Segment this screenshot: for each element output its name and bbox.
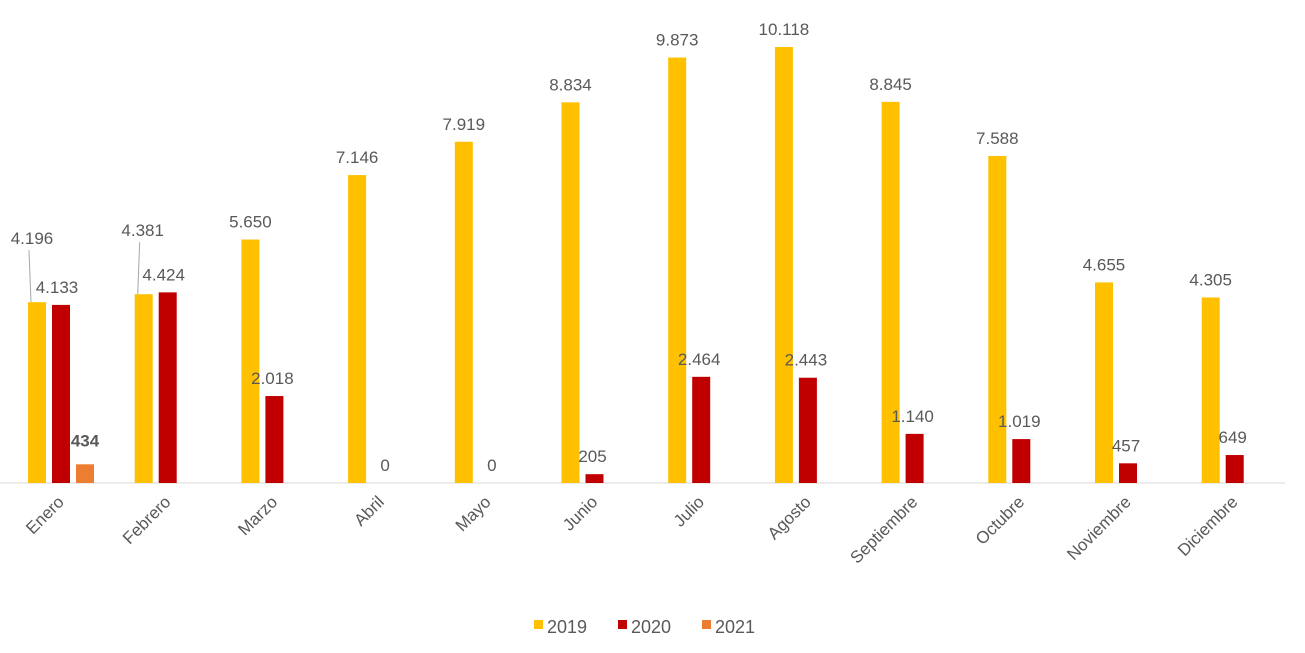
x-tick-label-Junio: Junio xyxy=(559,492,601,534)
bar-2019-Enero xyxy=(28,302,46,483)
data-label-2020-Febrero: 4.424 xyxy=(142,265,185,284)
bar-2020-Febrero xyxy=(158,292,177,483)
x-tick-label-Mayo: Mayo xyxy=(452,492,495,535)
legend-label-2020: 2020 xyxy=(631,617,671,637)
data-label-2019-Mayo: 7.919 xyxy=(443,115,486,134)
data-label-2020-Enero: 4.133 xyxy=(36,278,79,297)
legend-swatch-2019 xyxy=(534,620,543,629)
bar-2020-Julio xyxy=(692,376,711,483)
data-label-2019-Septiembre: 8.845 xyxy=(869,75,912,94)
x-tick-label-Julio: Julio xyxy=(670,492,708,530)
bar-2020-Agosto xyxy=(798,377,817,483)
x-tick-label-Diciembre: Diciembre xyxy=(1174,492,1242,560)
data-label-2020-Agosto: 2.443 xyxy=(785,351,828,370)
legend-label-2019: 2019 xyxy=(547,617,587,637)
data-label-2019-Enero: 4.196 xyxy=(11,229,54,248)
legend-label-2021: 2021 xyxy=(715,617,755,637)
x-tick-label-Abril: Abril xyxy=(350,492,387,529)
x-tick-label-Enero: Enero xyxy=(22,492,68,538)
leader-line xyxy=(28,250,32,303)
data-label-2020-Noviembre: 457 xyxy=(1112,436,1140,455)
x-tick-label-Febrero: Febrero xyxy=(119,492,175,548)
data-label-2019-Julio: 9.873 xyxy=(656,31,699,50)
data-label-2019-Noviembre: 4.655 xyxy=(1083,255,1126,274)
bar-2020-Junio xyxy=(585,474,604,483)
bar-2020-Diciembre xyxy=(1225,455,1244,483)
data-label-2019-Agosto: 10.118 xyxy=(759,20,810,39)
bar-2019-Octubre xyxy=(988,156,1007,483)
bar-2019-Noviembre xyxy=(1095,282,1113,483)
leader-line xyxy=(137,242,141,295)
bar-2019-Septiembre xyxy=(881,101,900,484)
bar-2019-Abril xyxy=(348,175,367,483)
data-label-2020-Octubre: 1.019 xyxy=(998,412,1041,431)
bar-2020-Enero xyxy=(52,304,70,483)
bar-2019-Febrero xyxy=(134,294,153,483)
bar-2019-Mayo xyxy=(454,141,473,484)
bar-2020-Octubre xyxy=(1012,439,1031,483)
bar-2019-Agosto xyxy=(774,47,793,483)
legend-swatch-2020 xyxy=(618,620,627,629)
data-label-2019-Febrero: 4.381 xyxy=(121,221,164,240)
bar-2019-Junio xyxy=(561,102,580,483)
x-tick-label-Septiembre: Septiembre xyxy=(847,492,922,567)
bar-2021-Enero xyxy=(76,464,94,483)
bar-2019-Marzo xyxy=(241,239,260,483)
data-label-2021-Enero: 434 xyxy=(71,431,100,450)
x-tick-label-Octubre: Octubre xyxy=(972,492,1028,548)
data-label-2020-Marzo: 2.018 xyxy=(251,369,294,388)
x-tick-label-Marzo: Marzo xyxy=(234,492,281,539)
data-label-2020-Junio: 205 xyxy=(578,447,606,466)
x-tick-label-Noviembre: Noviembre xyxy=(1063,492,1135,564)
bar-2020-Septiembre xyxy=(905,433,924,483)
data-label-2019-Abril: 7.146 xyxy=(336,148,379,167)
data-label-2019-Marzo: 5.650 xyxy=(229,213,272,232)
bar-2020-Noviembre xyxy=(1119,463,1137,483)
data-label-2020-Julio: 2.464 xyxy=(678,350,721,369)
data-label-2019-Diciembre: 4.305 xyxy=(1189,270,1232,289)
data-label-2019-Junio: 8.834 xyxy=(549,75,592,94)
data-label-2019-Octubre: 7.588 xyxy=(976,129,1019,148)
x-tick-label-Agosto: Agosto xyxy=(764,492,815,543)
data-label-2020-Abril: 0 xyxy=(380,456,389,475)
legend-swatch-2021 xyxy=(702,620,711,629)
bar-2020-Marzo xyxy=(265,396,284,483)
bar-2019-Diciembre xyxy=(1201,297,1220,483)
data-label-2020-Diciembre: 649 xyxy=(1219,428,1247,447)
bar-2019-Julio xyxy=(668,57,687,483)
data-label-2020-Septiembre: 1.140 xyxy=(891,407,934,426)
data-label-2020-Mayo: 0 xyxy=(487,456,496,475)
